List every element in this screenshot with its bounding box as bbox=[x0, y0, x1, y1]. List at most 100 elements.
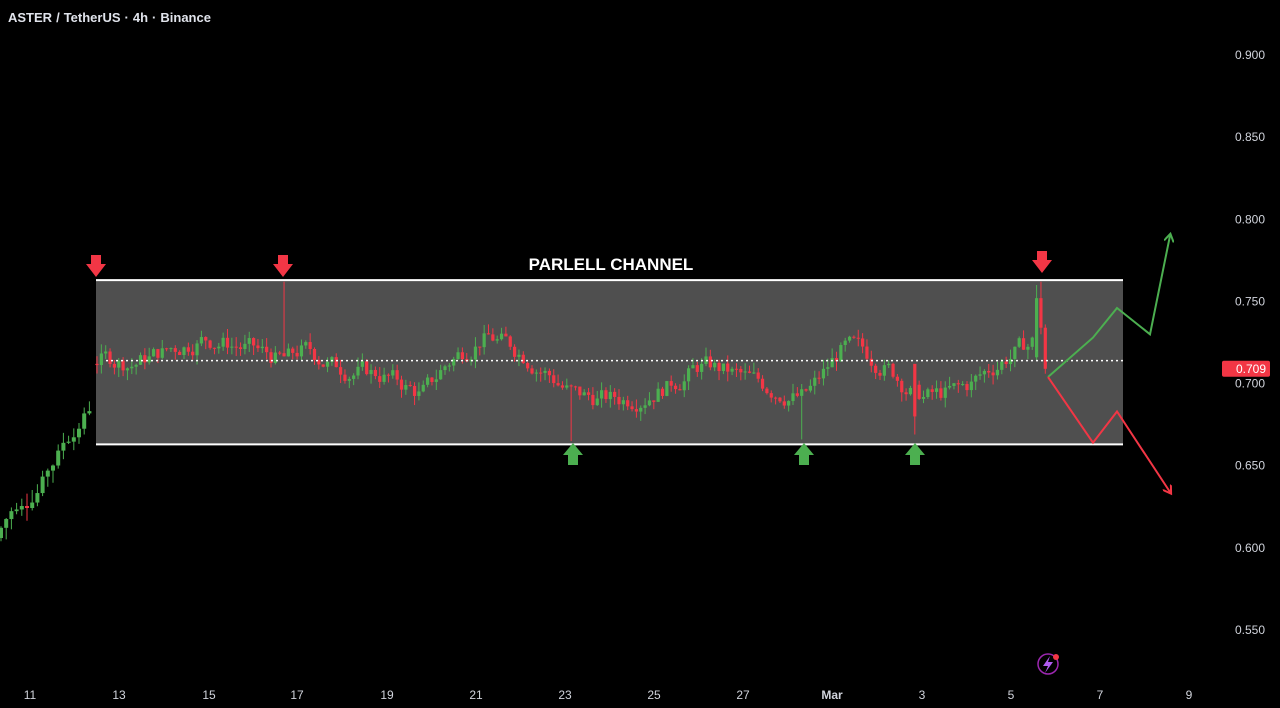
candle[interactable] bbox=[808, 379, 812, 393]
candle[interactable] bbox=[778, 396, 782, 403]
candle[interactable] bbox=[652, 400, 656, 410]
candle[interactable] bbox=[286, 343, 290, 357]
candle[interactable] bbox=[847, 335, 852, 343]
candle[interactable] bbox=[956, 379, 960, 393]
candle[interactable] bbox=[595, 390, 599, 406]
candle[interactable] bbox=[647, 392, 652, 407]
candle[interactable] bbox=[256, 339, 260, 352]
candle[interactable] bbox=[265, 338, 269, 360]
candle[interactable] bbox=[9, 507, 14, 530]
candle[interactable] bbox=[839, 342, 843, 362]
candle[interactable] bbox=[238, 342, 243, 356]
candle[interactable] bbox=[591, 387, 595, 410]
candle[interactable] bbox=[634, 399, 638, 418]
candle[interactable] bbox=[104, 345, 108, 359]
candle[interactable] bbox=[199, 330, 203, 347]
candle[interactable] bbox=[308, 333, 312, 355]
candle[interactable] bbox=[1039, 281, 1043, 335]
candle[interactable] bbox=[304, 340, 308, 349]
candle[interactable] bbox=[1035, 285, 1039, 361]
candle[interactable] bbox=[665, 380, 669, 397]
candle[interactable] bbox=[434, 369, 438, 390]
candle[interactable] bbox=[178, 350, 182, 356]
candle[interactable] bbox=[473, 337, 478, 369]
candle[interactable] bbox=[125, 367, 130, 381]
candle[interactable] bbox=[160, 339, 164, 360]
candle[interactable] bbox=[578, 386, 582, 400]
candle[interactable] bbox=[1021, 330, 1026, 350]
candle[interactable] bbox=[491, 328, 495, 342]
candle[interactable] bbox=[247, 331, 251, 353]
candle[interactable] bbox=[99, 344, 103, 374]
candle[interactable] bbox=[151, 347, 156, 357]
candle[interactable] bbox=[182, 346, 186, 359]
candle[interactable] bbox=[134, 363, 138, 375]
candle[interactable] bbox=[869, 350, 873, 373]
candle[interactable] bbox=[621, 396, 625, 411]
candle[interactable] bbox=[521, 351, 525, 364]
candle[interactable] bbox=[260, 339, 264, 354]
candle[interactable] bbox=[726, 355, 730, 382]
candle[interactable] bbox=[273, 346, 277, 365]
candle[interactable] bbox=[900, 378, 904, 402]
candle[interactable] bbox=[282, 281, 286, 357]
symbol-title[interactable]: ASTER / TetherUS · 4h · Binance bbox=[8, 10, 211, 25]
candle[interactable] bbox=[760, 375, 765, 392]
candle[interactable] bbox=[987, 364, 991, 378]
candle[interactable] bbox=[687, 365, 691, 391]
candle[interactable] bbox=[14, 502, 19, 515]
candle[interactable] bbox=[795, 387, 799, 398]
candle[interactable] bbox=[913, 363, 917, 435]
candle[interactable] bbox=[643, 398, 647, 415]
candle[interactable] bbox=[30, 489, 35, 511]
candle[interactable] bbox=[969, 374, 973, 398]
candle[interactable] bbox=[325, 357, 330, 373]
candle[interactable] bbox=[147, 347, 151, 365]
candle[interactable] bbox=[613, 388, 617, 405]
candle[interactable] bbox=[225, 328, 230, 355]
candle[interactable] bbox=[734, 363, 739, 377]
candle[interactable] bbox=[87, 401, 92, 416]
candle[interactable] bbox=[71, 428, 76, 451]
candle[interactable] bbox=[212, 347, 217, 355]
candle[interactable] bbox=[856, 329, 860, 347]
candle[interactable] bbox=[608, 385, 612, 408]
candle[interactable] bbox=[878, 369, 882, 380]
candle[interactable] bbox=[965, 381, 969, 397]
candle[interactable] bbox=[961, 381, 965, 386]
candle[interactable] bbox=[582, 389, 586, 396]
candle[interactable] bbox=[904, 388, 908, 401]
candle[interactable] bbox=[486, 324, 491, 335]
channel-annotation[interactable]: PARLELL CHANNEL bbox=[529, 255, 694, 274]
candle[interactable] bbox=[821, 359, 826, 386]
candle[interactable] bbox=[25, 493, 29, 521]
candle[interactable] bbox=[939, 381, 943, 401]
candle[interactable] bbox=[547, 368, 551, 383]
current-price-badge[interactable]: 0.709 bbox=[1222, 360, 1270, 377]
candle[interactable] bbox=[339, 359, 343, 384]
candle[interactable] bbox=[399, 375, 404, 398]
candle[interactable] bbox=[95, 356, 99, 374]
lightning-bolt-icon[interactable] bbox=[1037, 653, 1059, 675]
candle[interactable] bbox=[974, 374, 978, 391]
candle[interactable] bbox=[747, 365, 752, 374]
candle[interactable] bbox=[769, 390, 773, 403]
candle[interactable] bbox=[269, 348, 273, 368]
candle[interactable] bbox=[543, 367, 547, 381]
candle[interactable] bbox=[138, 352, 143, 366]
candle[interactable] bbox=[813, 370, 817, 395]
candle[interactable] bbox=[952, 382, 956, 390]
candle[interactable] bbox=[565, 378, 569, 390]
candle[interactable] bbox=[682, 374, 686, 398]
candle[interactable] bbox=[19, 498, 24, 516]
candle[interactable] bbox=[534, 369, 538, 382]
candle[interactable] bbox=[252, 337, 256, 356]
candle[interactable] bbox=[82, 407, 87, 435]
candle[interactable] bbox=[430, 377, 434, 386]
candle[interactable] bbox=[365, 359, 369, 376]
candle[interactable] bbox=[382, 367, 386, 385]
candle[interactable] bbox=[560, 381, 565, 390]
candle[interactable] bbox=[917, 380, 921, 401]
candle[interactable] bbox=[791, 383, 795, 406]
